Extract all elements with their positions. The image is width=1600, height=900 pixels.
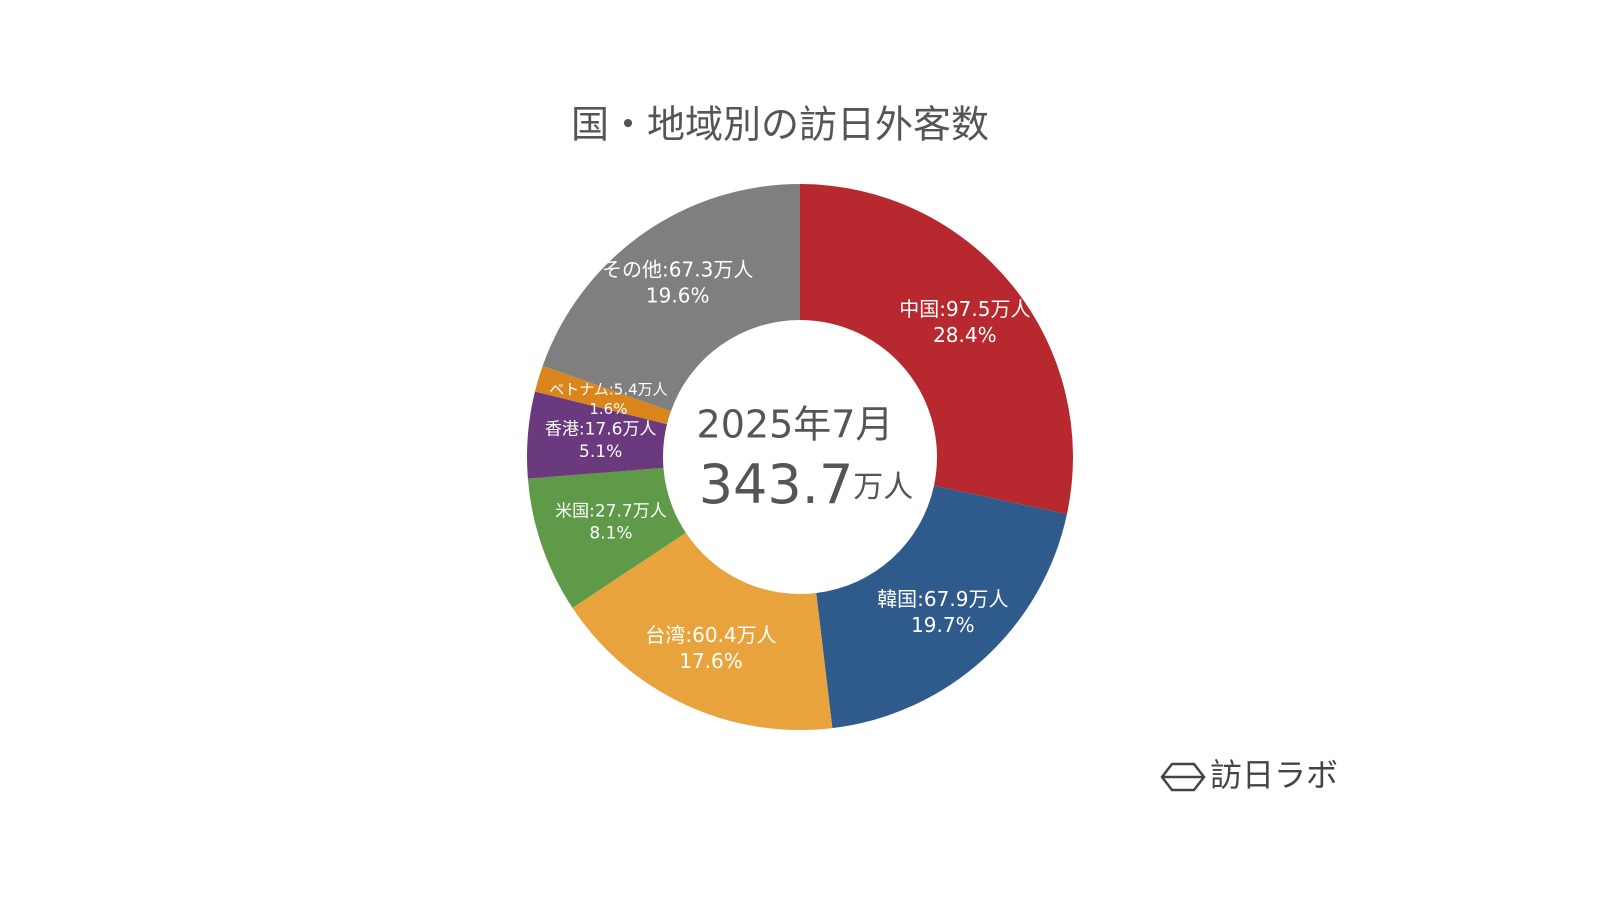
segment-label: 米国:27.7万人 <box>555 501 667 521</box>
segment-percent: 1.6% <box>589 400 627 418</box>
donut-segment <box>542 184 800 412</box>
donut-segment <box>800 184 1073 515</box>
segment-label: ベトナム:5.4万人 <box>549 380 667 398</box>
center-total-value: 343.7 <box>699 453 854 516</box>
segment-percent: 19.7% <box>911 613 975 637</box>
segment-label: 台湾:60.4万人 <box>645 623 776 647</box>
chart-title: 国・地域別の訪日外客数 <box>571 103 989 147</box>
donut-segment <box>572 532 833 731</box>
donut-segment <box>527 391 667 479</box>
brand-name: 訪日ラボ <box>1210 756 1338 794</box>
segment-label: 中国:97.5万人 <box>899 297 1030 321</box>
segment-percent: 17.6% <box>679 649 743 673</box>
center-date: 2025年7月 <box>697 403 894 447</box>
center-total-unit: 万人 <box>853 470 913 505</box>
brand-logo: 訪日ラボ <box>1160 756 1338 794</box>
segment-label: その他:67.3万人 <box>602 257 753 281</box>
segment-percent: 19.6% <box>646 283 710 307</box>
donut-segment <box>534 365 671 425</box>
donut-segment <box>816 485 1067 729</box>
segment-percent: 8.1% <box>589 523 632 543</box>
segment-percent: 28.4% <box>933 323 997 347</box>
center-total: 343.7万人 <box>699 453 914 516</box>
brand-icon <box>1160 762 1206 792</box>
segment-label: 香港:17.6万人 <box>545 420 657 440</box>
segment-label: 韓国:67.9万人 <box>877 587 1008 611</box>
donut-segment <box>527 467 686 608</box>
segment-percent: 5.1% <box>579 442 622 462</box>
